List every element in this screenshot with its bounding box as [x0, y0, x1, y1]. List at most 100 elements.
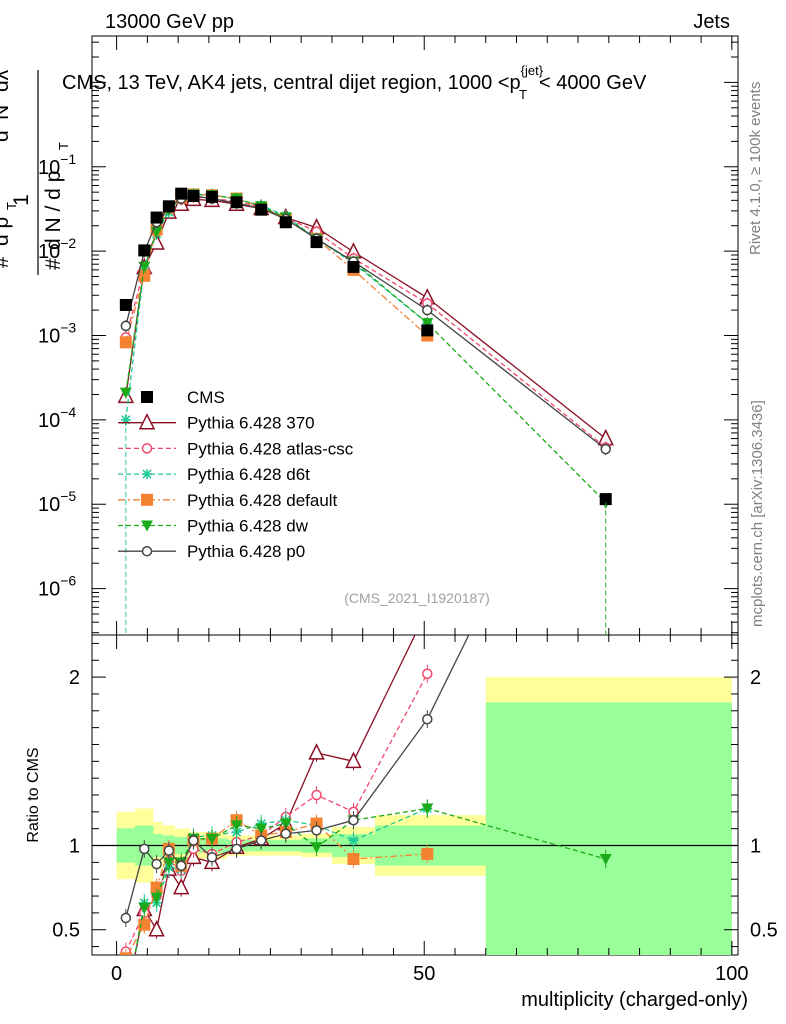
ratio-marker-pythia-6-428-p0: [151, 858, 162, 870]
y-tick-label-ratio-left: 2: [69, 667, 80, 689]
rivet-version-label: Rivet 4.1.0, ≥ 100k events: [747, 82, 764, 255]
marker-cms: [310, 236, 323, 249]
marker-cms: [279, 216, 292, 229]
legend-label-pythia-6-428-default: Pythia 6.428 default: [187, 491, 338, 510]
marker-cms: [347, 260, 360, 273]
ratio-marker-pythia-6-428-p0: [280, 828, 292, 839]
legend-label-pythia-6-428-p0: Pythia 6.428 p0: [187, 542, 305, 561]
marker-cms: [599, 493, 612, 506]
ratio-marker-pythia-6-428-p0: [175, 860, 187, 871]
ratio-marker-pythia-6-428-dw: [138, 902, 151, 914]
svg-text:#: #: [42, 258, 65, 270]
ratio-marker-pythia-6-428-dw: [205, 833, 218, 845]
ratio-marker-pythia-6-428-default: [119, 952, 132, 955]
svg-text:T: T: [4, 202, 19, 210]
y-tick-label-ratio-right: 2: [750, 667, 761, 689]
ratio-series-layer: [119, 353, 612, 1006]
svg-text:T: T: [56, 142, 71, 150]
main-series-layer: [117, 187, 614, 635]
marker-cms: [421, 324, 434, 337]
ratio-marker-pythia-6-428-370: [308, 743, 325, 760]
marker-cms: [230, 196, 243, 209]
legend-label-pythia-6-428-370: Pythia 6.428 370: [187, 414, 315, 433]
ratio-uncertainty-bands: [116, 677, 732, 955]
y-tick-label-ratio-left: 0.5: [52, 920, 80, 942]
analysis-tag: (CMS_2021_I1920187): [344, 590, 490, 606]
y-tick-label-main: 10−1: [38, 151, 76, 179]
svg-text:d: d: [0, 130, 13, 142]
category-label: Jets: [693, 11, 730, 33]
energy-label: 13000 GeV pp: [105, 11, 234, 33]
ratio-marker-pythia-6-428-370: [172, 877, 190, 895]
legend-label-pythia-6-428-atlas-csc: Pythia 6.428 atlas-csc: [187, 439, 354, 458]
marker-cms: [138, 244, 151, 257]
chart-title: CMS, 13 TeV, AK4 jets, central dijet reg…: [62, 63, 647, 102]
ratio-marker-pythia-6-428-p0: [163, 845, 175, 856]
ratio-line-pythia-6-428-370: [134, 635, 416, 955]
y-tick-label-ratio-right: 0.5: [750, 920, 778, 942]
ratio-marker-pythia-6-428-d6t: [348, 835, 359, 846]
ratio-marker-pythia-6-428-dw: [120, 994, 132, 1005]
svg-text:1: 1: [10, 194, 33, 206]
ratio-marker-pythia-6-428-370: [119, 992, 133, 1006]
svg-text:N: N: [0, 105, 13, 120]
marker-cms: [187, 190, 200, 203]
ratio-marker-pythia-6-428-dw: [230, 820, 243, 832]
legend-label-cms: CMS: [187, 388, 225, 407]
marker-pythia-6-428-default: [138, 269, 151, 282]
ratio-marker-pythia-6-428-default: [347, 853, 360, 865]
ratio-y-axis-label: Ratio to CMS: [25, 747, 42, 842]
series-line-pythia-6-428-atlas-csc: [125, 196, 607, 449]
ratio-line-pythia-6-428-dw: [134, 807, 606, 955]
ratio-marker-pythia-6-428-370: [148, 920, 165, 937]
marker-cms: [255, 203, 268, 216]
x-tick-label: 100: [715, 963, 748, 985]
ratio-marker-pythia-6-428-default: [421, 847, 434, 860]
mcplots-label: mcplots.cern.ch [arXiv:1306.3436]: [749, 400, 766, 627]
ratio-marker-pythia-6-428-p0: [188, 835, 199, 846]
y-tick-label-main: 10−5: [38, 488, 76, 516]
y-tick-label-ratio-right: 1: [750, 836, 761, 858]
ratio-axis-ticks: 0.5 0.5 1 1 2 2 0 50 100: [52, 635, 778, 985]
legend-marker-pythia-6-428-default: [141, 493, 153, 506]
marker-pythia-6-428-dw: [421, 318, 434, 330]
ratio-marker-pythia-6-428-atlas-csc: [422, 668, 433, 679]
legend-marker-pythia-6-428-p0: [141, 545, 153, 557]
svg-text:d p: d p: [0, 217, 13, 246]
marker-cms: [119, 298, 132, 311]
ratio-marker-pythia-6-428-p0: [139, 843, 150, 855]
legend-label-pythia-6-428-dw: Pythia 6.428 dw: [187, 517, 309, 536]
main-y-axis-label: 1 # d N / d p T # d p T d 2 N dλ: [0, 69, 71, 275]
ratio-marker-pythia-6-428-dw: [421, 803, 434, 815]
ratio-marker-pythia-6-428-p0: [601, 353, 610, 362]
x-tick-label: 50: [413, 963, 435, 985]
y-tick-label-main: 10−3: [38, 320, 76, 348]
ratio-marker-pythia-6-428-p0: [231, 843, 242, 855]
ratio-marker-pythia-6-428-p0: [255, 835, 267, 846]
marker-pythia-6-428-default: [119, 336, 132, 349]
svg-text:dλ: dλ: [0, 69, 13, 92]
series-line-pythia-6-428-p0: [125, 195, 607, 450]
ratio-marker-pythia-6-428-p0: [348, 815, 359, 826]
y-tick-label-ratio-left: 1: [69, 836, 80, 858]
svg-text:#: #: [0, 256, 13, 268]
y-tick-label-main: 10−6: [38, 573, 76, 601]
legend-marker-pythia-6-428-atlas-csc: [141, 443, 153, 454]
ratio-marker-pythia-6-428-p0: [311, 825, 322, 836]
y-tick-label-main: 10−4: [38, 404, 76, 432]
legend-marker-pythia-6-428-dw: [141, 520, 153, 532]
marker-cms: [205, 190, 218, 203]
ratio-marker-pythia-6-428-dw: [310, 842, 323, 854]
ratio-marker-pythia-6-428-dw: [599, 854, 612, 865]
y-tick-label-main: 10−2: [38, 235, 76, 263]
x-tick-label: 0: [111, 963, 122, 985]
legend-marker-cms: [141, 391, 153, 403]
marker-cms: [150, 211, 163, 224]
ratio-marker-pythia-6-428-dw: [255, 823, 268, 835]
legend: CMS Pythia 6.428 370 Pythia 6.428 atlas-cs…: [118, 388, 354, 561]
ratio-marker-pythia-6-428-p0: [206, 852, 218, 863]
main-axis-ticks: 10−1 10−2 10−3 10−4 10−5 10−6: [38, 36, 738, 635]
band-inner-13: [485, 702, 732, 955]
marker-cms: [175, 187, 188, 200]
